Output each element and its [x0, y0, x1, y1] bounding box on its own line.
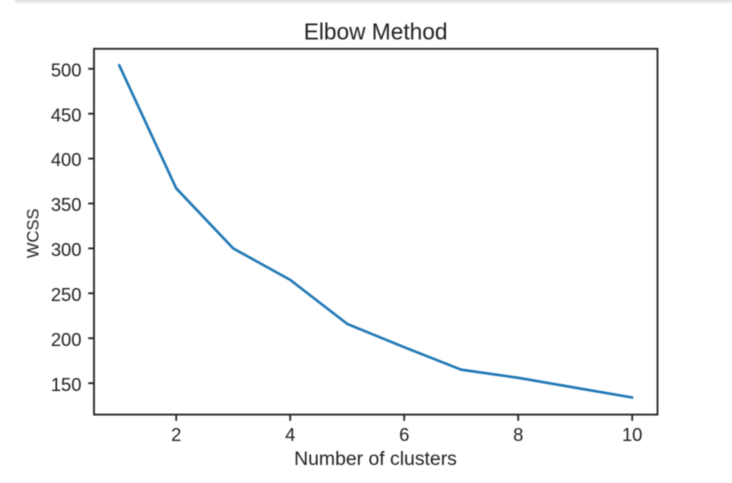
svg-text:4: 4 — [285, 424, 295, 445]
svg-text:10: 10 — [622, 424, 642, 445]
svg-text:450: 450 — [51, 104, 82, 125]
svg-text:350: 350 — [51, 194, 82, 215]
svg-text:6: 6 — [399, 424, 409, 445]
svg-text:400: 400 — [51, 149, 82, 170]
svg-text:Elbow Method: Elbow Method — [304, 19, 448, 45]
svg-text:WCSS: WCSS — [23, 208, 42, 258]
svg-text:150: 150 — [51, 374, 82, 395]
svg-text:250: 250 — [51, 284, 82, 305]
svg-text:Number of clusters: Number of clusters — [294, 448, 457, 470]
svg-text:200: 200 — [51, 329, 82, 350]
svg-text:2: 2 — [171, 424, 181, 445]
svg-text:300: 300 — [51, 239, 82, 260]
svg-text:8: 8 — [513, 424, 523, 445]
svg-text:500: 500 — [51, 59, 82, 80]
